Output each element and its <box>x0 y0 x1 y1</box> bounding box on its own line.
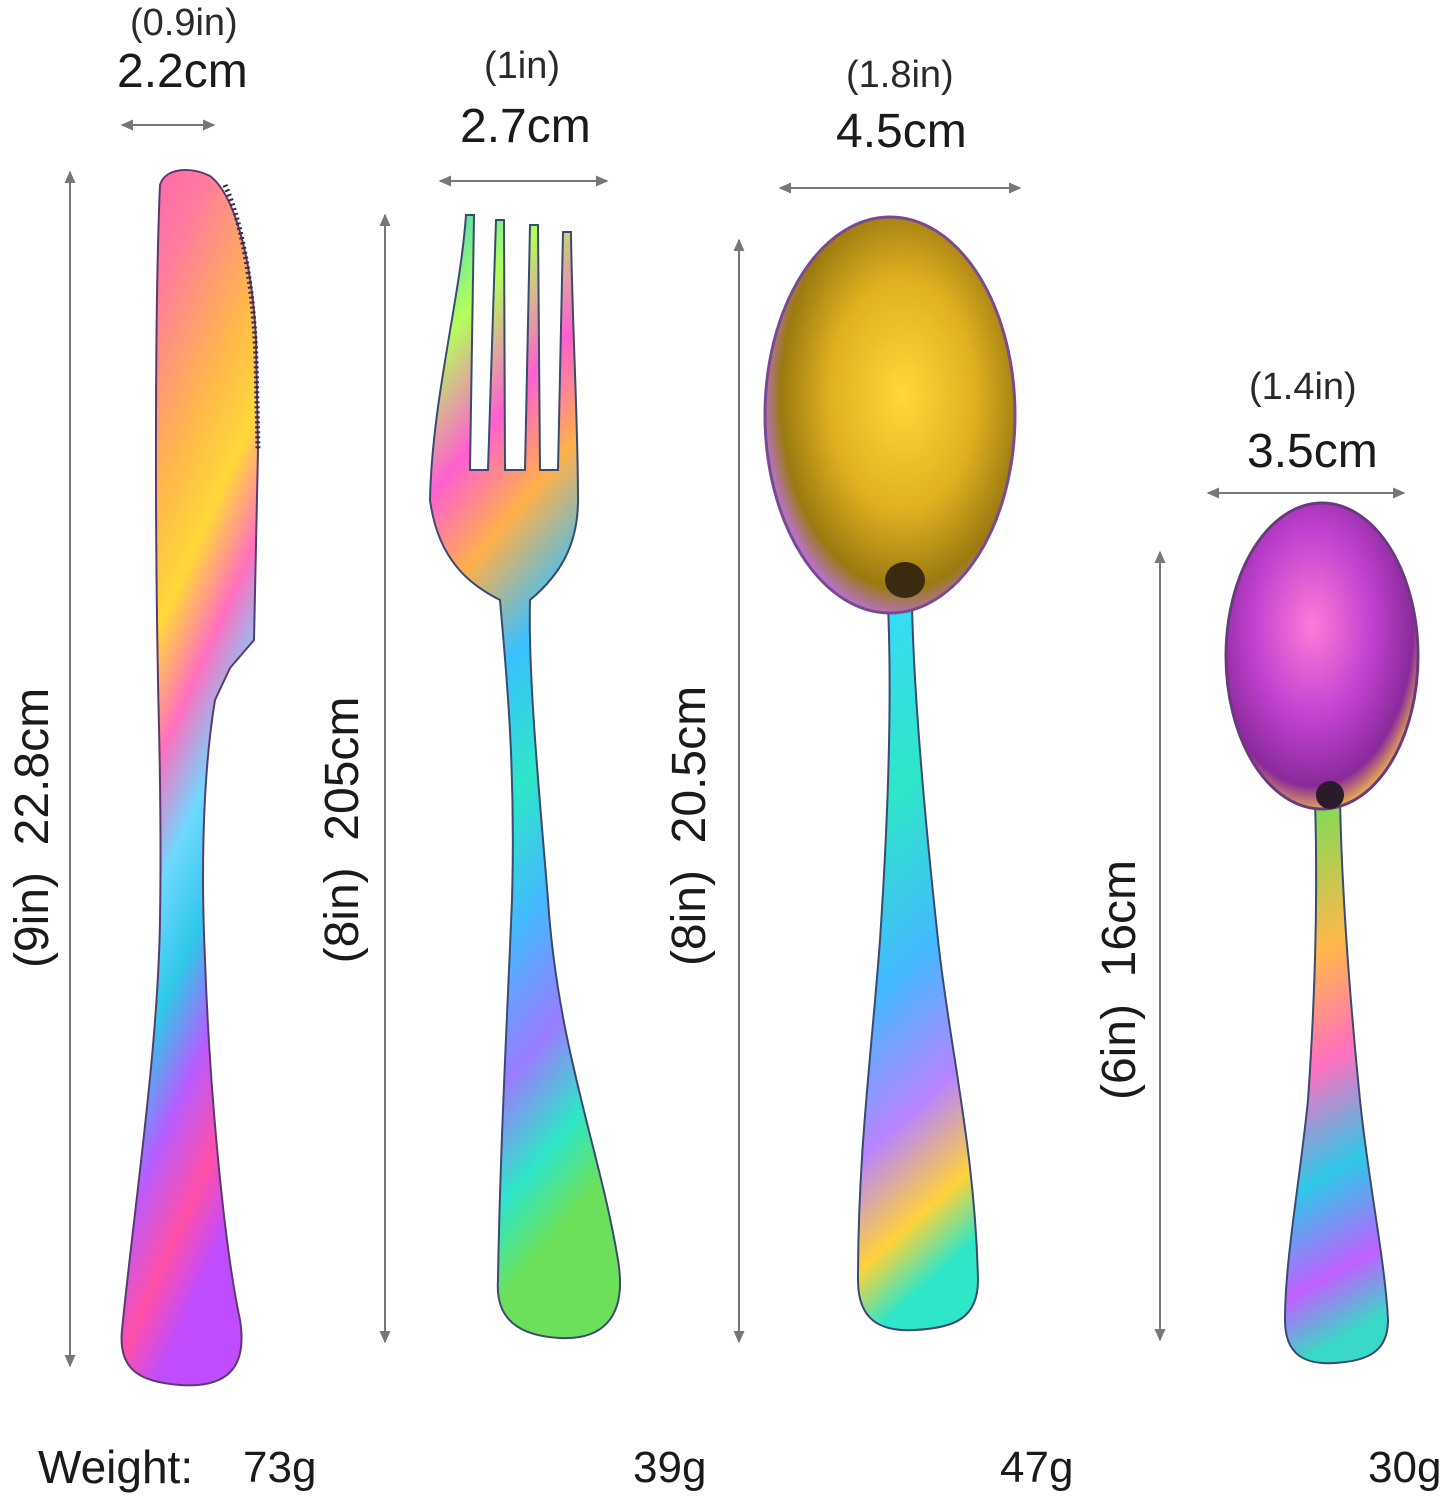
knife-width-cm: 2.2cm <box>117 45 248 98</box>
tablespoon-weight: 47g <box>1000 1443 1074 1492</box>
fork-length-label: (8in) 205cm <box>316 696 369 964</box>
teaspoon-width-cm: 3.5cm <box>1247 425 1378 478</box>
fork-width-cm: 2.7cm <box>460 100 591 153</box>
tablespoon-illustration <box>763 215 1017 1332</box>
fork-illustration <box>428 214 621 1340</box>
knife-length-label: (9in) 22.8cm <box>6 687 59 969</box>
weight-label: Weight: <box>38 1441 194 1493</box>
teaspoon-width-in: (1.4in) <box>1249 366 1357 408</box>
knife-width-in: (0.9in) <box>130 2 238 44</box>
teaspoon-length-label: (6in) 16cm <box>1093 859 1146 1101</box>
tablespoon-width-in: (1.8in) <box>846 54 954 96</box>
tablespoon-width-cm: 4.5cm <box>836 105 967 158</box>
fork-weight: 39g <box>633 1443 707 1492</box>
teaspoon-weight: 30g <box>1368 1443 1442 1492</box>
tablespoon-length-label: (8in) 20.5cm <box>663 685 716 967</box>
fork-width-in: (1in) <box>484 45 561 87</box>
knife-illustration <box>120 169 261 1387</box>
teaspoon-illustration <box>1224 501 1420 1365</box>
knife-weight: 73g <box>243 1443 317 1492</box>
